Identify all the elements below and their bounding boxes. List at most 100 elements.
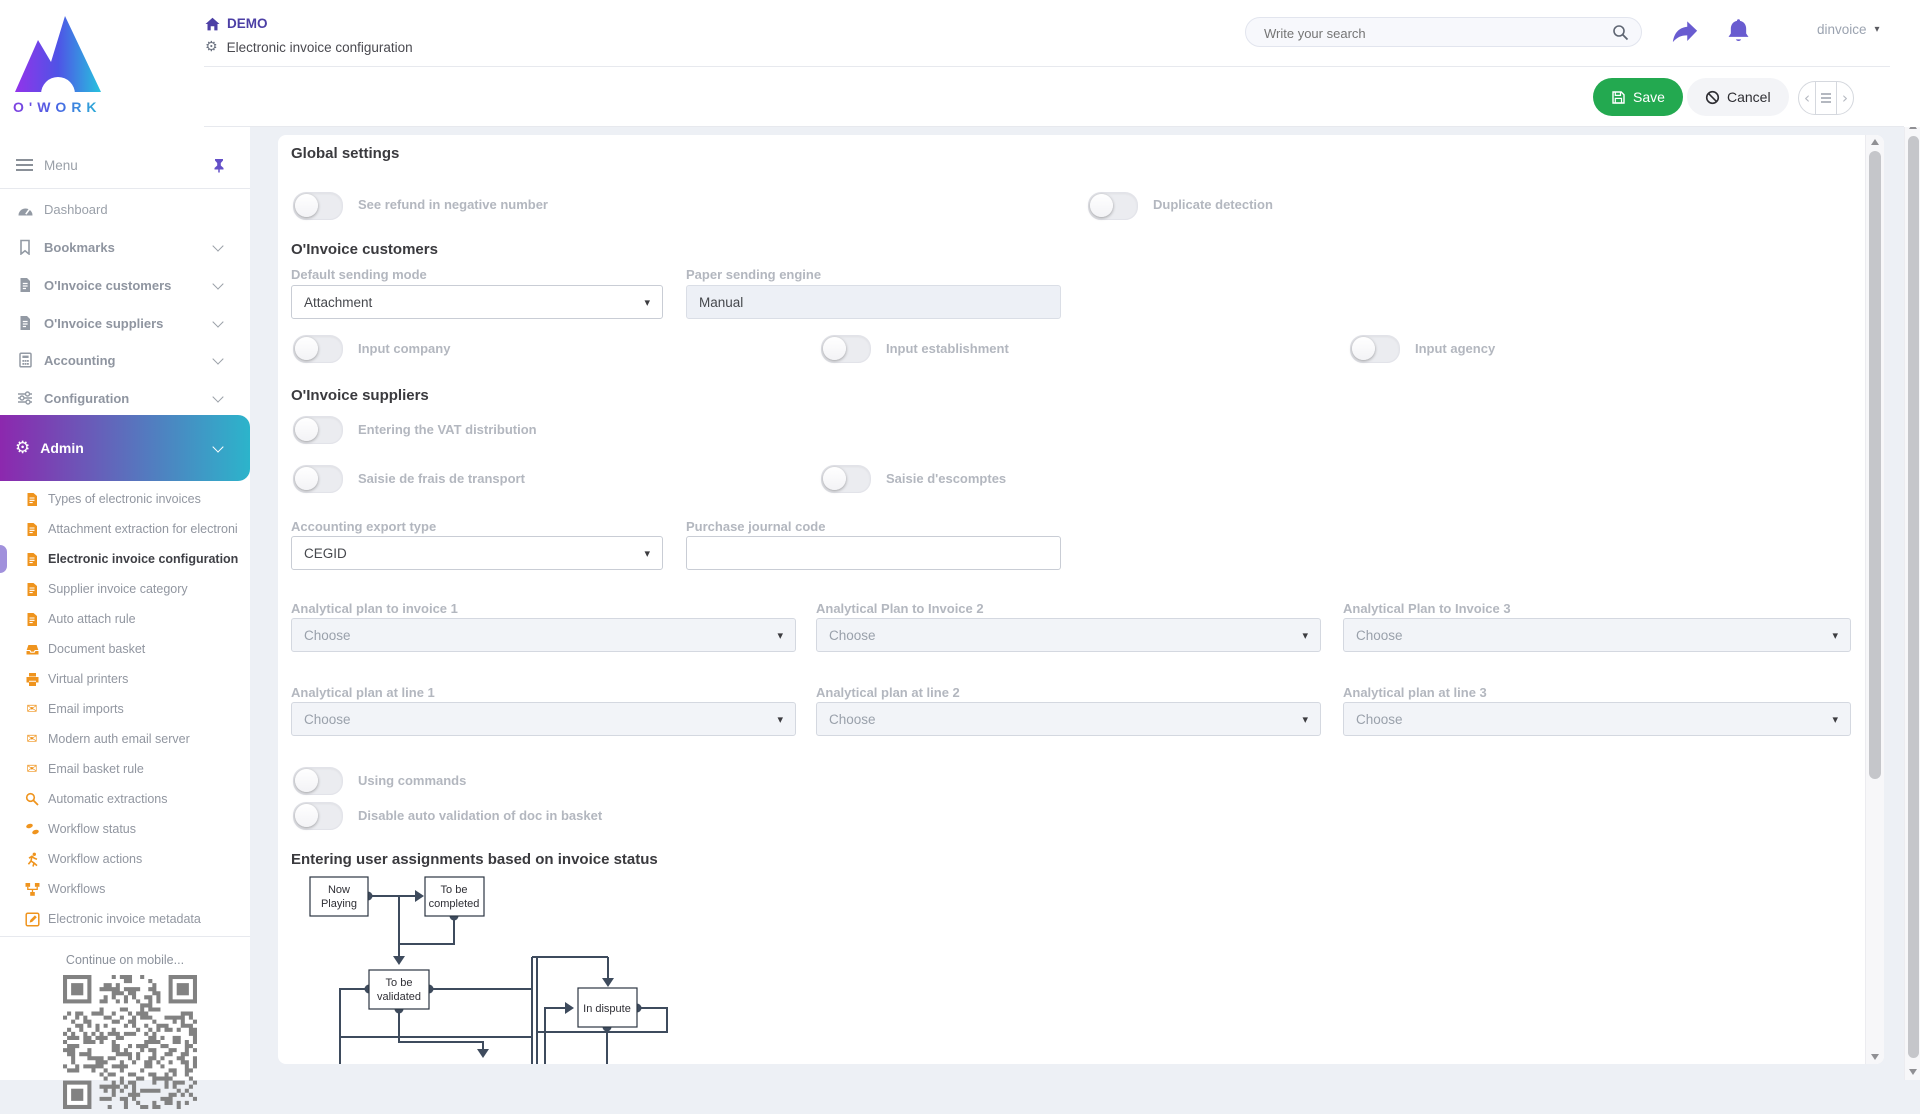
pen-square-icon: [24, 911, 40, 927]
toggle-knob: [1090, 194, 1113, 217]
sidebar-item-types-of-electronic-invoices[interactable]: Types of electronic invoices: [0, 484, 250, 514]
scroll-up-icon[interactable]: [1871, 139, 1879, 145]
toggle-knob: [295, 418, 318, 441]
plan-line-1-select[interactable]: Choose ▾: [291, 702, 796, 736]
toggle-knob: [295, 337, 318, 360]
selected-value: CEGID: [304, 545, 347, 561]
caret-down-icon: ▾: [644, 295, 650, 309]
duplicate-detection-toggle[interactable]: [1088, 192, 1138, 220]
user-menu[interactable]: dinvoice ▾: [1817, 22, 1880, 37]
plan-invoice-1-select[interactable]: Choose ▾: [291, 618, 796, 652]
input-agency-label: Input agency: [1415, 341, 1496, 356]
input-agency-toggle[interactable]: [1350, 335, 1400, 363]
save-button[interactable]: Save: [1593, 78, 1683, 116]
sidebar-item-configuration[interactable]: Configuration: [0, 379, 250, 417]
sidebar-item-automatic-extractions[interactable]: Automatic extractions: [0, 784, 250, 814]
node-to-be-completed[interactable]: [424, 876, 485, 917]
caret-down-icon: ▾: [777, 628, 783, 642]
pager-next-icon[interactable]: ›: [1842, 89, 1848, 107]
breadcrumb-home[interactable]: DEMO: [227, 16, 268, 31]
sidebar-item-email-basket-rule[interactable]: ✉ Email basket rule: [0, 754, 250, 784]
discount-entry-toggle[interactable]: [821, 465, 871, 493]
plan-line-2-label: Analytical plan at line 2: [816, 685, 960, 700]
node-now-playing[interactable]: [309, 876, 369, 917]
accounting-export-type-select[interactable]: CEGID ▾: [291, 536, 663, 570]
sidebar-item-email-imports[interactable]: ✉ Email imports: [0, 694, 250, 724]
sidebar-item-workflow-status[interactable]: Workflow status: [0, 814, 250, 844]
sidebar-item-attachment-extraction[interactable]: Attachment extraction for electroni: [0, 514, 250, 544]
transport-fees-label: Saisie de frais de transport: [358, 471, 525, 486]
input-company-toggle[interactable]: [293, 335, 343, 363]
main-content: Global settings See refund in negative n…: [278, 135, 1884, 1064]
caret-down-icon: ▾: [644, 546, 650, 560]
menu-label: Menu: [44, 157, 78, 173]
home-icon[interactable]: [205, 17, 220, 31]
cancel-button[interactable]: Cancel: [1687, 78, 1789, 116]
caret-down-icon: ▾: [1832, 628, 1838, 642]
sidebar-item-workflows[interactable]: Workflows: [0, 874, 250, 904]
sidebar-item-oinvoice-suppliers[interactable]: O'Invoice suppliers: [0, 304, 250, 342]
paper-sending-engine-input: [686, 285, 1061, 319]
purchase-journal-code-input[interactable]: [686, 536, 1061, 570]
plan-invoice-2-select[interactable]: Choose ▾: [816, 618, 1321, 652]
sidebar-item-supplier-invoice-category[interactable]: Supplier invoice category: [0, 574, 250, 604]
window-scrollbar[interactable]: [1904, 118, 1920, 1080]
sidebar-item-admin[interactable]: ⚙ Admin: [0, 415, 250, 481]
search-input[interactable]: [1262, 22, 1596, 44]
sidebar-item-dashboard[interactable]: Dashboard: [0, 190, 250, 228]
default-sending-mode-label: Default sending mode: [291, 267, 427, 282]
sidebar-item-electronic-invoice-metadata[interactable]: Electronic invoice metadata: [0, 904, 250, 934]
sidebar-item-virtual-printers[interactable]: Virtual printers: [0, 664, 250, 694]
inbox-icon: [24, 642, 40, 656]
toggle-knob: [823, 337, 846, 360]
toggle-knob: [295, 467, 318, 490]
share-icon[interactable]: [1671, 19, 1699, 45]
chevron-down-icon: [212, 352, 224, 365]
shoe-prints-icon: [24, 822, 40, 836]
sidebar-item-workflow-actions[interactable]: Workflow actions: [0, 844, 250, 874]
gear-icon: ⚙: [205, 39, 218, 55]
printer-icon: [24, 672, 40, 687]
content-scrollbar[interactable]: [1865, 135, 1884, 1064]
using-commands-toggle[interactable]: [293, 767, 343, 795]
node-in-dispute[interactable]: [577, 987, 638, 1028]
input-establishment-toggle[interactable]: [821, 335, 871, 363]
scrollbar-thumb[interactable]: [1869, 151, 1881, 779]
sidebar-item-modern-auth-email-server[interactable]: ✉ Modern auth email server: [0, 724, 250, 754]
pin-icon[interactable]: [212, 158, 226, 173]
scrollbar-thumb[interactable]: [1907, 136, 1919, 1058]
disable-auto-validation-toggle[interactable]: [293, 802, 343, 830]
sidebar-item-oinvoice-customers[interactable]: O'Invoice customers: [0, 266, 250, 304]
scroll-down-icon[interactable]: [1871, 1054, 1879, 1060]
brand-name: O'WORK: [13, 99, 102, 115]
search-bar[interactable]: [1245, 17, 1642, 47]
plan-line-2-select[interactable]: Choose ▾: [816, 702, 1321, 736]
sidebar-item-auto-attach-rule[interactable]: Auto attach rule: [0, 604, 250, 634]
menu-header[interactable]: Menu: [0, 148, 250, 182]
sidebar-item-accounting[interactable]: Accounting: [0, 341, 250, 379]
duplicate-detection-label: Duplicate detection: [1153, 197, 1273, 212]
sidebar-item-bookmarks[interactable]: Bookmarks: [0, 228, 250, 266]
default-sending-mode-select[interactable]: Attachment ▾: [291, 285, 663, 319]
sidebar-item-electronic-invoice-configuration[interactable]: Electronic invoice configuration: [0, 544, 250, 574]
hamburger-icon[interactable]: [16, 159, 33, 171]
transport-fees-toggle[interactable]: [293, 465, 343, 493]
vat-distribution-toggle[interactable]: [293, 416, 343, 444]
pager-previous-icon[interactable]: ‹: [1804, 89, 1810, 107]
caret-down-icon: ▾: [1874, 24, 1880, 35]
see-refund-toggle[interactable]: [293, 192, 343, 220]
app-logo[interactable]: O'WORK: [13, 10, 102, 115]
search-icon[interactable]: [1612, 24, 1629, 41]
sidebar-item-document-basket[interactable]: Document basket: [0, 634, 250, 664]
plan-line-3-select[interactable]: Choose ▾: [1343, 702, 1851, 736]
dashboard-gauge-icon: [15, 202, 35, 217]
caret-down-icon: ▾: [1832, 712, 1838, 726]
pager-list-icon[interactable]: [1815, 82, 1837, 114]
bell-icon[interactable]: [1727, 16, 1750, 46]
workflow-diagram[interactable]: Now Playing To be completed To be valida…: [300, 872, 680, 1064]
scroll-down-icon[interactable]: [1909, 1069, 1917, 1075]
selected-value: Choose: [1356, 711, 1403, 727]
record-pager: ‹ ›: [1798, 81, 1854, 115]
node-to-be-validated[interactable]: [368, 969, 430, 1010]
plan-invoice-3-select[interactable]: Choose ▾: [1343, 618, 1851, 652]
